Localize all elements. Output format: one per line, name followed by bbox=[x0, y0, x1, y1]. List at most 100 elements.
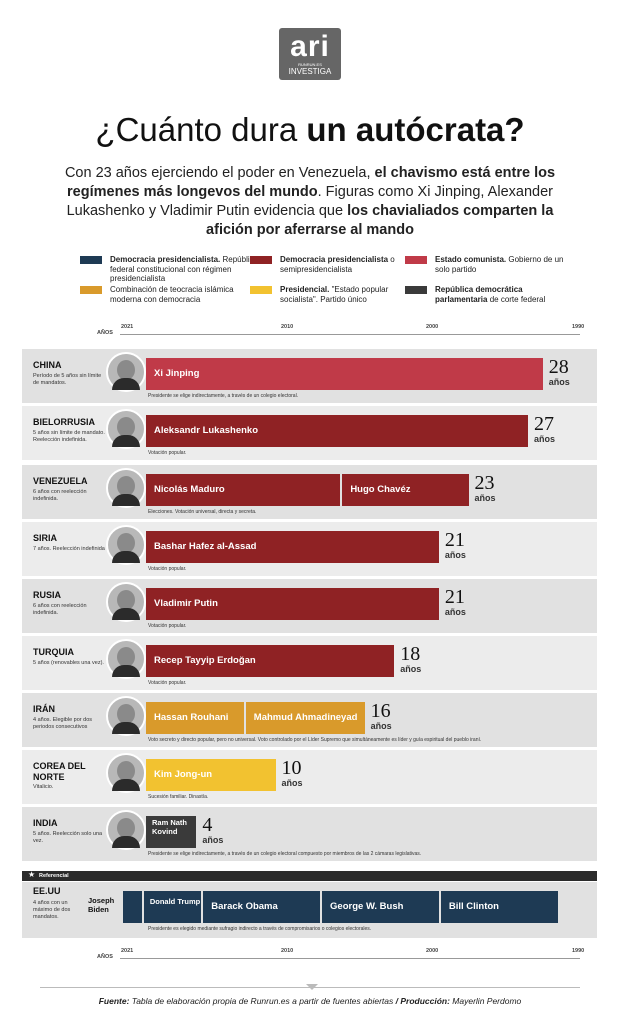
legend-item: Estado comunista. Gobierno de un solo pa… bbox=[405, 255, 580, 281]
subtitle-b2: los chavialiados comparten la afición po… bbox=[206, 203, 554, 238]
axis-tick-label: 2010 bbox=[281, 324, 294, 330]
legend-swatch bbox=[405, 286, 427, 294]
bar-segment: Vladimir Putin bbox=[146, 588, 439, 620]
leader-photo bbox=[106, 468, 146, 508]
face-shape bbox=[117, 818, 135, 838]
country-desc: 5 años (renovables una vez). bbox=[33, 660, 104, 666]
page-subtitle: Con 23 años ejerciendo el poder en Venez… bbox=[60, 164, 560, 240]
footer-prod-label: / Producción: bbox=[395, 996, 450, 1006]
axis-label: AÑOS bbox=[97, 330, 113, 336]
bar-segment: George W. Bush bbox=[320, 891, 439, 923]
years-unit: años bbox=[370, 721, 392, 731]
country-name: IRÁN bbox=[33, 704, 55, 714]
logo-main: ari bbox=[290, 30, 330, 63]
years-value: 16 bbox=[370, 700, 391, 722]
years-value: 4 bbox=[202, 814, 213, 836]
axis-tick-label: 2010 bbox=[281, 948, 294, 954]
leader-photo bbox=[106, 525, 146, 565]
years-value: 10 bbox=[281, 757, 302, 779]
legend-item: Democracia presidencialista. República f… bbox=[80, 255, 258, 283]
leader-photo bbox=[106, 582, 146, 622]
row-note: Elecciones. Votación universal, directa … bbox=[148, 509, 257, 515]
leader-photo bbox=[106, 810, 146, 850]
years-unit: años bbox=[444, 607, 466, 617]
bar-segment: Bill Clinton bbox=[438, 891, 558, 923]
legend-bold: Estado comunista. bbox=[435, 255, 507, 264]
years-value: 27 bbox=[533, 413, 554, 435]
legend-text: Gobierno de un solo partido bbox=[435, 255, 564, 274]
row-note: Presidente se elige indirectamente, a tr… bbox=[148, 851, 422, 857]
footer-divider bbox=[40, 987, 580, 988]
bar-segment: Aleksandr Lukashenko bbox=[146, 415, 528, 447]
bar-segment: Xi Jinping bbox=[146, 358, 543, 390]
country-desc: 4 años con un máximo de dos mandatos. bbox=[33, 900, 71, 920]
star-icon: ★ bbox=[28, 870, 36, 879]
legend-text: República federal constitucional con rég… bbox=[110, 255, 259, 283]
leader-photo bbox=[106, 352, 146, 392]
country-desc: 5 años sin límite de mandato. Reelección… bbox=[33, 430, 105, 443]
country-name: CHINA bbox=[33, 360, 62, 370]
face-shape bbox=[117, 476, 135, 496]
country-desc: Vitalicio. bbox=[33, 784, 54, 790]
leader-photo bbox=[106, 639, 146, 679]
country-name: VENEZUELA bbox=[33, 476, 88, 486]
subtitle-b1: el chavismo está entre los regímenes más… bbox=[67, 165, 556, 200]
face-shape bbox=[117, 590, 135, 610]
axis-tick-label: 2021 bbox=[121, 324, 134, 330]
years-unit: años bbox=[548, 377, 570, 387]
suit-shape bbox=[112, 722, 140, 734]
face-shape bbox=[117, 417, 135, 437]
years-value: 28 bbox=[548, 356, 569, 378]
legend-item: República democrática parlamentaria de c… bbox=[405, 285, 580, 307]
country-desc: 4 años. Elegible por dos periodos consec… bbox=[33, 717, 93, 730]
axis-tick-label: 2000 bbox=[426, 324, 439, 330]
legend-text: o semipresidencialista bbox=[280, 255, 395, 274]
legend-text: Combinación de teocracia islámica modern… bbox=[110, 285, 234, 304]
suit-shape bbox=[112, 551, 140, 563]
years-value: 23 bbox=[474, 472, 495, 494]
legend-bold: Democracia presidencialista. bbox=[110, 255, 221, 264]
country-desc: 6 años con reelección indefinida. bbox=[33, 489, 87, 502]
years-unit: años bbox=[533, 434, 555, 444]
row-note: Votación popular. bbox=[148, 680, 187, 686]
legend-bold: República democrática parlamentaria bbox=[435, 285, 523, 304]
row-note: Presidente se elige indirectamente, a tr… bbox=[148, 393, 299, 399]
country-desc: Período de 5 años sin límite de mandatos… bbox=[33, 373, 102, 386]
bar-segment: Barack Obama bbox=[201, 891, 321, 923]
country-name: RUSIA bbox=[33, 590, 62, 600]
suit-shape bbox=[112, 494, 140, 506]
bar-segment: Kim Jong-un bbox=[146, 759, 276, 791]
legend-swatch bbox=[405, 256, 427, 264]
years-unit: años bbox=[444, 550, 466, 560]
suit-shape bbox=[112, 608, 140, 620]
axis-tick-label: 2000 bbox=[426, 948, 439, 954]
logo-sub: INVESTIGA bbox=[288, 67, 332, 76]
logo-tagline: RUNRUN.ES bbox=[298, 62, 322, 67]
country-desc: 5 años. Reelección solo una vez. bbox=[33, 831, 103, 844]
axis-tick-label: 1990 bbox=[572, 324, 585, 330]
legend-bold: Democracia presidencialista bbox=[280, 255, 389, 264]
brand-logo: ari RUNRUN.ES INVESTIGA bbox=[279, 28, 341, 80]
legend-bold: Presidencial. bbox=[280, 285, 330, 294]
row-note: Votación popular. bbox=[148, 566, 187, 572]
years-unit: años bbox=[281, 778, 303, 788]
axis-line bbox=[120, 334, 580, 335]
axis-tick-label: 2021 bbox=[121, 948, 134, 954]
footer-src-label: Fuente: bbox=[98, 996, 130, 1006]
bar-segment: Ram Nath Kovind bbox=[146, 816, 197, 848]
chart-area: AÑOS 2021 2010 2000 1990 CHINA Período de 5 añ… bbox=[22, 324, 597, 990]
legend-swatch bbox=[80, 256, 102, 264]
years-unit: años bbox=[202, 835, 224, 845]
country-name: BIELORRUSIA bbox=[33, 417, 96, 427]
row-note: Votación popular. bbox=[148, 450, 187, 456]
title-part2: un autócrata? bbox=[306, 111, 525, 148]
years-value: 21 bbox=[444, 529, 465, 551]
legend-item: Combinación de teocracia islámica modern… bbox=[80, 285, 245, 307]
years-value: 18 bbox=[400, 643, 421, 665]
legend-item: Presidencial. "Estado popular socialista… bbox=[250, 285, 410, 307]
row-note: Voto secreto y directo popular, pero no … bbox=[148, 737, 482, 743]
leader-photo bbox=[106, 753, 146, 793]
bar-segment: Mahmud Ahmadineyad bbox=[245, 702, 365, 734]
bar-segment bbox=[123, 891, 142, 923]
bar-segment-label: Joseph Biden bbox=[88, 896, 115, 914]
